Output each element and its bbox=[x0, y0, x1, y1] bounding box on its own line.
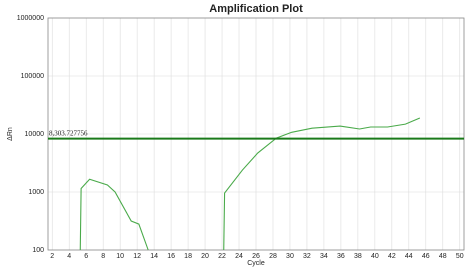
x-axis-label: Cycle bbox=[247, 260, 265, 267]
x-tick-label: 34 bbox=[320, 253, 328, 260]
x-tick-label: 22 bbox=[218, 253, 226, 260]
threshold-label: 8,303.727756 bbox=[49, 129, 88, 137]
x-tick-label: 48 bbox=[439, 253, 447, 260]
x-tick-label: 30 bbox=[286, 253, 294, 260]
x-tick-label: 38 bbox=[354, 253, 362, 260]
chart-title: Amplification Plot bbox=[209, 3, 303, 15]
plot-frame bbox=[47, 17, 465, 251]
x-tick-label: 20 bbox=[201, 253, 209, 260]
x-tick-label: 10 bbox=[116, 253, 124, 260]
x-tick-label: 50 bbox=[456, 253, 464, 260]
x-tick-label: 14 bbox=[150, 253, 158, 260]
x-tick-label: 44 bbox=[405, 253, 413, 260]
y-tick-label: 100 bbox=[32, 247, 44, 254]
x-tick-label: 18 bbox=[184, 253, 192, 260]
y-tick-label: 100000 bbox=[21, 73, 44, 80]
x-tick-label: 8 bbox=[101, 253, 105, 260]
y-tick-label: 10000 bbox=[25, 131, 45, 138]
x-tick-label: 36 bbox=[337, 253, 345, 260]
x-tick-label: 42 bbox=[388, 253, 396, 260]
x-tick-label: 28 bbox=[269, 253, 277, 260]
y-tick-label: 1000000 bbox=[17, 15, 44, 22]
x-tick-label: 16 bbox=[167, 253, 175, 260]
x-tick-label: 4 bbox=[67, 253, 71, 260]
x-tick-label: 2 bbox=[50, 253, 54, 260]
x-tick-label: 32 bbox=[303, 253, 311, 260]
amplification-curve bbox=[79, 117, 421, 251]
x-tick-label: 26 bbox=[252, 253, 260, 260]
y-axis-label: ΔRn bbox=[7, 127, 14, 141]
x-tick-label: 12 bbox=[133, 253, 141, 260]
y-tick-label: 1000 bbox=[28, 189, 44, 196]
x-tick-label: 40 bbox=[371, 253, 379, 260]
x-tick-label: 6 bbox=[84, 253, 88, 260]
x-tick-label: 24 bbox=[235, 253, 243, 260]
x-tick-label: 46 bbox=[422, 253, 430, 260]
